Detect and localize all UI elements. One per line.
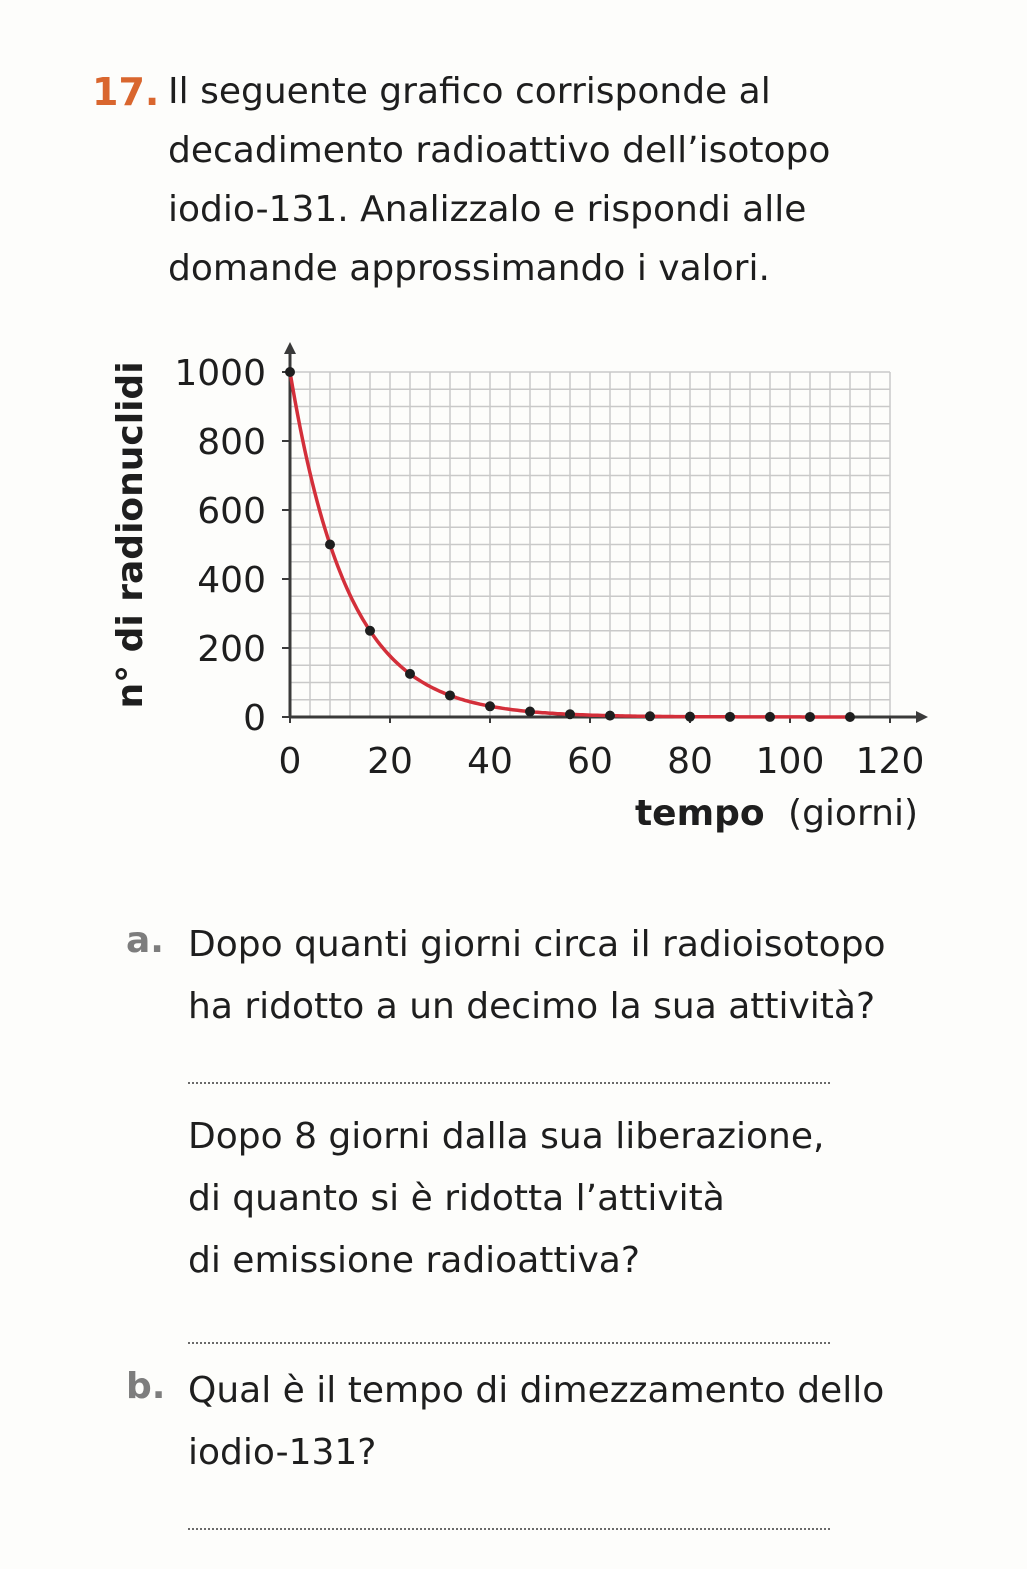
data-point	[445, 690, 455, 701]
data-point	[285, 367, 295, 377]
question-line: Dopo quanti giorni circa il radioisotopo	[188, 924, 886, 965]
answer-line-b[interactable]	[188, 1528, 830, 1530]
y-tick-label: 1000	[174, 353, 266, 394]
question-line: ha ridotto a un decimo la sua attività?	[188, 986, 876, 1027]
question-a-part1: Dopo quanti giorni circa il radioisotopo…	[188, 914, 886, 1038]
data-point	[725, 711, 735, 722]
data-point	[525, 706, 535, 717]
data-point	[765, 711, 775, 722]
question-line: Qual è il tempo di dimezzamento dello	[188, 1370, 885, 1411]
x-tick-label: 60	[567, 741, 613, 782]
question-a-part2: Dopo 8 giorni dalla sua liberazione, di …	[188, 1106, 824, 1292]
y-tick-label: 600	[197, 491, 266, 532]
question-line: di emissione radioattiva?	[188, 1240, 640, 1281]
question-line: di quanto si è ridotta l’attività	[188, 1178, 725, 1219]
x-tick-label: 20	[367, 741, 413, 782]
exercise-number: 17.	[92, 70, 160, 114]
x-axis-title-bold: tempo	[635, 793, 765, 834]
data-point	[645, 711, 655, 722]
x-tick-label: 100	[756, 741, 825, 782]
x-axis-title-unit: (giorni)	[788, 793, 918, 834]
x-tick-label: 40	[467, 741, 513, 782]
answer-line-a2[interactable]	[188, 1342, 830, 1344]
chart-grid	[289, 371, 891, 718]
data-point	[605, 710, 615, 721]
data-point	[405, 668, 415, 679]
chart-ticks: 0 20 40 60 80 100 120 0 200 400 600 800 1000	[174, 353, 924, 782]
y-axis-arrow	[284, 342, 296, 354]
question-a-letter: a.	[126, 920, 164, 961]
y-tick-label: 200	[197, 629, 266, 670]
data-point	[685, 711, 695, 722]
question-line: Dopo 8 giorni dalla sua liberazione,	[188, 1116, 825, 1157]
exercise-intro: Il seguente grafico corrisponde al decad…	[168, 62, 928, 298]
question-b: Qual è il tempo di dimezzamento dello io…	[188, 1360, 884, 1484]
x-tick-label: 80	[667, 741, 713, 782]
intro-line: Il seguente grafico corrisponde al	[168, 71, 771, 112]
question-b-letter: b.	[126, 1366, 166, 1407]
x-tick-label: 0	[279, 741, 302, 782]
y-axis-title: n° di radionuclidi	[110, 361, 151, 708]
x-axis-arrow	[916, 711, 928, 723]
question-line: iodio-131?	[188, 1432, 377, 1473]
data-point	[565, 709, 575, 720]
data-point	[845, 711, 855, 722]
y-tick-label: 0	[243, 698, 266, 739]
data-point	[365, 625, 375, 636]
y-tick-label: 400	[197, 560, 266, 601]
decay-chart-svg: 0 20 40 60 80 100 120 0 200 400 600 800 1000 n° di r…	[110, 342, 928, 834]
data-point	[805, 711, 815, 722]
y-tick-label: 800	[197, 422, 266, 463]
intro-line: iodio-131. Analizzalo e rispondi alle	[168, 189, 807, 230]
intro-line: decadimento radioattivo dell’isotopo	[168, 130, 831, 171]
data-point	[485, 701, 495, 712]
chart-points	[285, 367, 855, 722]
data-point	[325, 539, 335, 550]
answer-line-a1[interactable]	[188, 1082, 830, 1084]
intro-line: domande approssimando i valori.	[168, 248, 770, 289]
x-axis-title: tempo (giorni)	[635, 793, 918, 834]
x-tick-label: 120	[856, 741, 925, 782]
decay-chart: 0 20 40 60 80 100 120 0 200 400 600 800 1000 n° di r…	[0, 330, 1027, 850]
